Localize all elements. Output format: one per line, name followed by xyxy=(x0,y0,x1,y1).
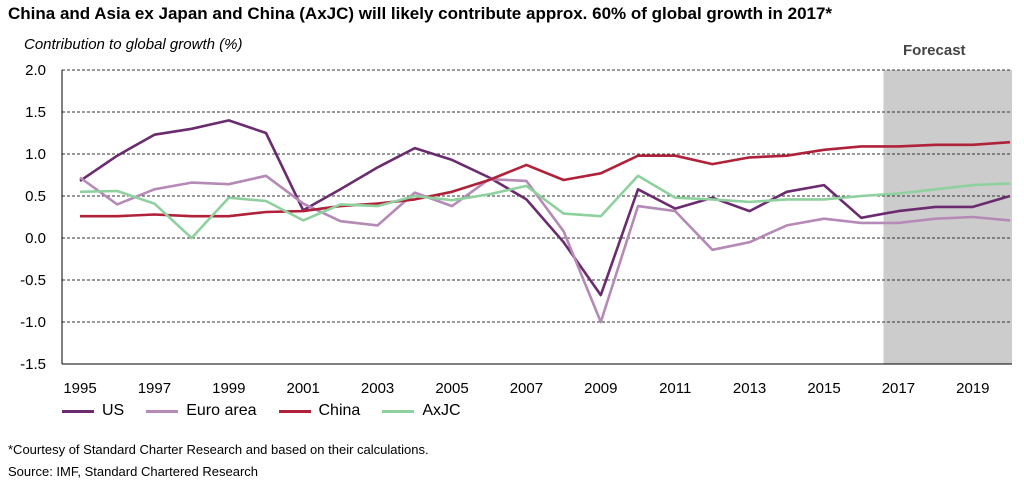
series-line-axjc xyxy=(79,174,1011,240)
x-tick-label: 2011 xyxy=(659,380,691,397)
legend-label: AxJC xyxy=(422,402,461,419)
legend-item: Euro area xyxy=(146,402,257,420)
x-tick-label: 1997 xyxy=(138,380,171,397)
series-line-euro-area xyxy=(79,174,1011,324)
y-tick-label: -1.5 xyxy=(20,356,46,373)
legend-label: US xyxy=(102,402,125,419)
x-tick-label: 1999 xyxy=(212,380,245,397)
x-tick-label: 2015 xyxy=(807,380,840,397)
legend-label: Euro area xyxy=(186,402,257,419)
y-tick-label: -0.5 xyxy=(20,272,46,289)
legend-swatch xyxy=(146,409,179,413)
footnote: *Courtesy of Standard Charter Research a… xyxy=(8,442,429,457)
y-tick-label: 1.5 xyxy=(25,104,46,121)
series-line-china xyxy=(80,140,1011,218)
x-tick-label: 2007 xyxy=(510,380,543,397)
x-tick-label: 2009 xyxy=(584,380,617,397)
x-tick-label: 2005 xyxy=(435,380,468,397)
y-tick-label: 1.0 xyxy=(25,146,46,163)
y-tick-label: 0.5 xyxy=(25,188,46,205)
y-tick-label: 0.0 xyxy=(25,230,46,247)
x-tick-label: 2013 xyxy=(733,380,766,397)
chart-title: China and Asia ex Japan and China (AxJC)… xyxy=(8,4,833,23)
source-note: Source: IMF, Standard Chartered Research xyxy=(8,464,259,479)
legend-item: US xyxy=(62,402,124,420)
legend-label: China xyxy=(318,402,361,419)
legend-swatch xyxy=(382,409,415,413)
forecast-label: Forecast xyxy=(903,42,966,59)
y-tick-label: -1.0 xyxy=(20,314,46,331)
series-line-us xyxy=(79,119,1011,297)
legend: US Euro area China AxJC xyxy=(62,402,461,420)
legend-item: China xyxy=(278,402,361,420)
legend-swatch xyxy=(278,409,311,413)
line-chart: 2.0 1.5 1.0 0.5 0.0 -0.5 -1.0 -1.5 1995 1997 1999 2… xyxy=(20,62,1012,397)
x-tick-label: 2003 xyxy=(361,380,394,397)
y-axis-label: Contribution to global growth (%) xyxy=(24,36,243,53)
x-tick-label: 2001 xyxy=(287,380,320,397)
x-tick-label: 1995 xyxy=(63,380,96,397)
legend-item: AxJC xyxy=(382,402,461,420)
legend-swatch xyxy=(62,409,94,413)
y-tick-label: 2.0 xyxy=(25,62,46,79)
x-tick-label: 2017 xyxy=(882,380,915,397)
x-tick-label: 2019 xyxy=(956,380,989,397)
